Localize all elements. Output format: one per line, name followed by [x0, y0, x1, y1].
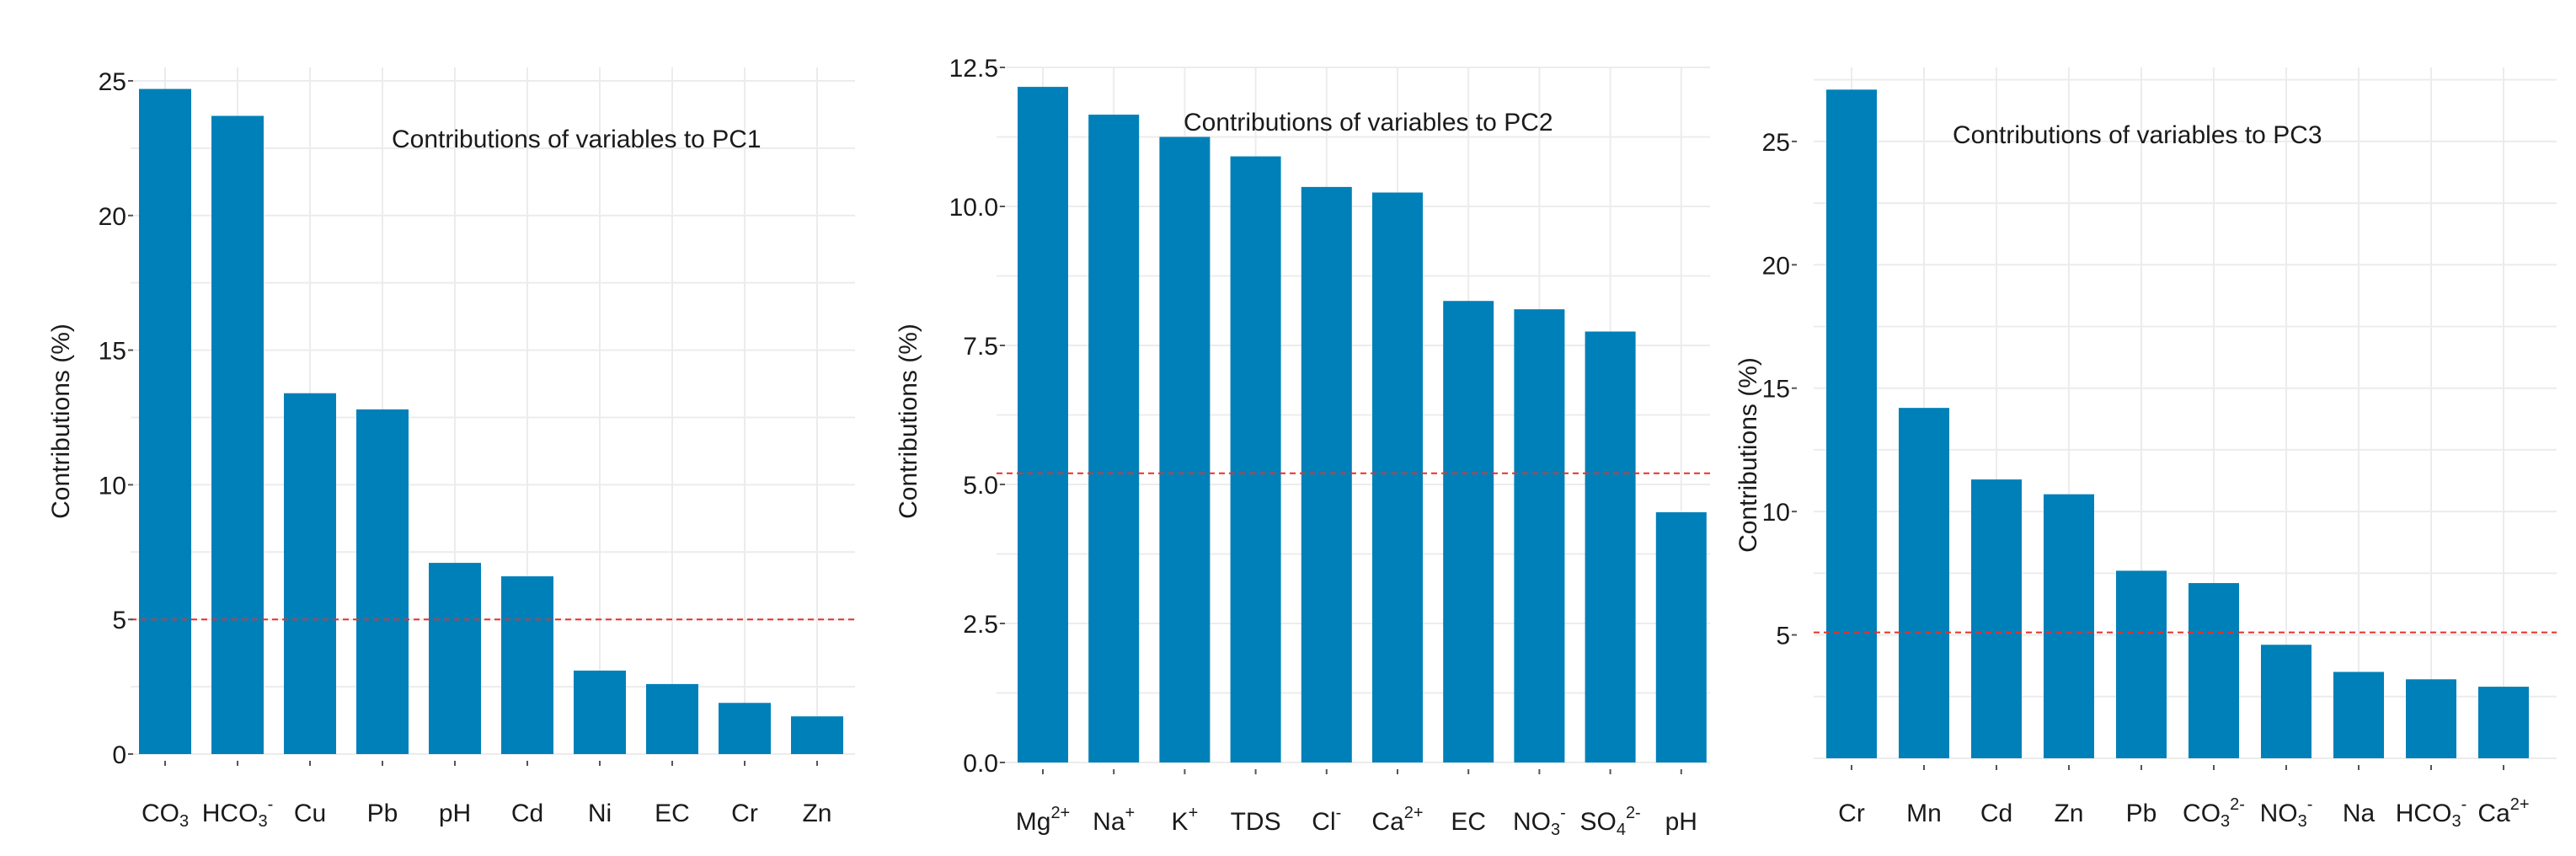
bar-hco3-	[211, 115, 264, 754]
chart-pc3: 5 10 15 20 25 Contributions (%) Contributions …	[1734, 67, 2557, 831]
bar-mn	[1899, 408, 1949, 758]
x-tick-label: Cr	[731, 800, 758, 827]
y-tick-label: 10.0	[949, 194, 998, 222]
y-tick-label: 10	[99, 472, 126, 500]
x-tick-label: Mn	[1906, 800, 1942, 827]
bar-so42-	[1585, 331, 1636, 762]
bar-k-	[1159, 136, 1211, 762]
x-tick-label: Pb	[2126, 800, 2157, 827]
x-tick-label: Ca2+	[2477, 795, 2529, 827]
bar-ca2-	[1372, 192, 1423, 762]
chart-panel-pc2: 0.0 2.5 5.0 7.5 10.0 12.5 Contributions (%) Con…	[859, 0, 1710, 856]
y-tick-label: 5	[112, 607, 126, 634]
y-tick-label: 5.0	[963, 472, 998, 500]
x-tick-label: Zn	[2054, 800, 2083, 827]
bar-na	[2333, 671, 2384, 758]
y-tick-label: 20	[1762, 252, 1790, 280]
y-axis-label: Contributions (%)	[895, 324, 922, 519]
bar-cd	[501, 576, 553, 754]
x-tick-label: Cr	[1838, 800, 1865, 827]
y-axis-label: Contributions (%)	[1734, 357, 1762, 553]
x-tick-label: Zn	[802, 800, 831, 827]
x-tick-label: pH	[439, 800, 471, 827]
y-tick-label: 20	[99, 203, 126, 231]
bar-pb	[356, 409, 409, 754]
bar-ec	[646, 683, 698, 754]
y-tick-label: 25	[99, 68, 126, 96]
bar-ca2-	[2478, 687, 2529, 758]
x-tick-label: K+	[1172, 804, 1199, 836]
bar-ph	[429, 563, 481, 754]
x-tick-label: EC	[655, 800, 690, 827]
bar-co3	[139, 88, 191, 755]
chart-title: Contributions of variables to PC1	[392, 126, 762, 153]
bar-mg2-	[1018, 87, 1068, 763]
x-tick-label: Cd	[511, 800, 543, 827]
x-tick-label: Mg2+	[1016, 804, 1071, 836]
y-tick-label: 0	[112, 741, 126, 769]
bar-cl-	[1301, 186, 1352, 762]
chart-pc2: 0.0 2.5 5.0 7.5 10.0 12.5 Contributions (%) Con…	[895, 55, 1710, 839]
x-tick-label: Ni	[588, 800, 612, 827]
x-tick-label: EC	[1451, 808, 1486, 836]
x-tick-label: NO3-	[2260, 795, 2313, 831]
bar-tds	[1230, 156, 1281, 763]
y-axis-label: Contributions (%)	[47, 324, 75, 519]
x-tick-label: TDS	[1231, 808, 1281, 836]
bar-pb	[2116, 570, 2167, 758]
x-tick-label: Cl-	[1312, 804, 1341, 836]
chart-panel-pc1: 0 5 10 15 20 25 Contributions (%) Contributions…	[0, 0, 859, 856]
x-tick-label: Na	[2343, 800, 2376, 827]
y-tick-label: 7.5	[963, 333, 998, 361]
y-tick-label: 0.0	[963, 750, 998, 778]
y-tick-label: 2.5	[963, 611, 998, 639]
y-tick-label: 12.5	[949, 55, 998, 83]
x-tick-label: CO32-	[2183, 795, 2245, 831]
x-tick-label: NO3-	[1513, 804, 1566, 839]
y-tick-label: 10	[1762, 499, 1790, 527]
chart-title: Contributions of variables to PC2	[1184, 109, 1553, 136]
bar-no3-	[2261, 645, 2311, 758]
x-tick-label: HCO3-	[202, 795, 273, 831]
chart-pc1: 0 5 10 15 20 25 Contributions (%) Contributions…	[47, 67, 855, 831]
x-tick-label: HCO3-	[2396, 795, 2466, 831]
bar-cr	[1826, 89, 1877, 759]
bar-no3-	[1514, 309, 1565, 763]
x-tick-label: Pb	[367, 800, 398, 827]
bar-cr	[719, 703, 771, 754]
x-tick-label: Ca2+	[1371, 804, 1423, 836]
bar-zn	[791, 716, 843, 754]
x-tick-label: SO42-	[1579, 804, 1640, 839]
bar-hco3-	[2406, 679, 2456, 758]
bar-cu	[284, 393, 336, 754]
x-tick-label: Na+	[1093, 804, 1135, 836]
bar-ph	[1655, 512, 1707, 762]
chart-title: Contributions of variables to PC3	[1953, 121, 2322, 149]
chart-panel-pc3: 5 10 15 20 25 Contributions (%) Contributions …	[1710, 0, 2576, 856]
bar-ec	[1443, 301, 1494, 762]
y-tick-label: 15	[99, 338, 126, 366]
bar-na-	[1088, 115, 1140, 763]
bar-cd	[1971, 479, 2022, 758]
y-tick-label: 5	[1776, 623, 1790, 650]
bar-zn	[2044, 494, 2094, 758]
y-tick-label: 25	[1762, 129, 1790, 157]
x-tick-label: pH	[1665, 808, 1697, 836]
x-tick-label: CO3	[142, 800, 189, 831]
x-tick-label: Cd	[1980, 800, 2012, 827]
y-tick-label: 15	[1762, 376, 1790, 404]
bar-ni	[574, 670, 626, 754]
bar-co32-	[2189, 583, 2239, 758]
x-tick-label: Cu	[294, 800, 326, 827]
